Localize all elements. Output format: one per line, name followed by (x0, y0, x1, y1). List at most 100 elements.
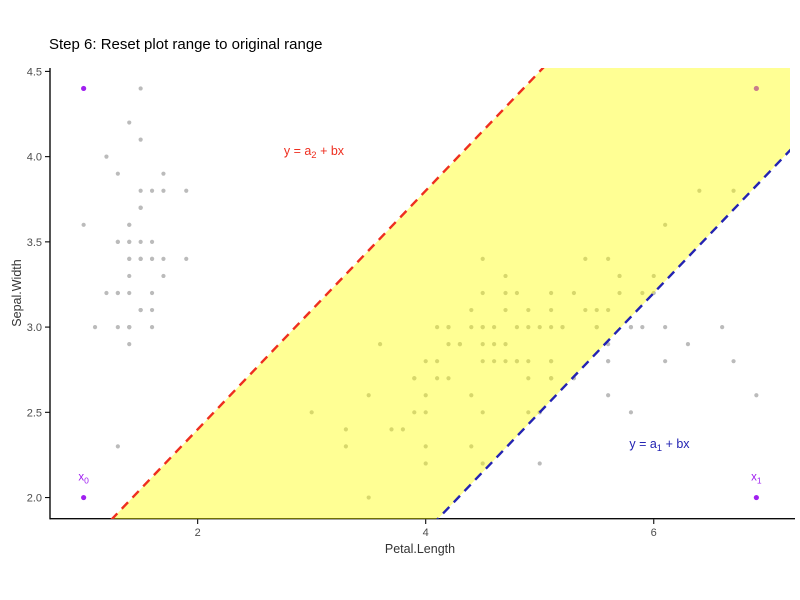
data-point (606, 256, 611, 262)
data-point (423, 393, 428, 398)
plot-title: Step 6: Reset plot range to original ran… (49, 36, 323, 53)
data-point (571, 290, 577, 296)
data-point (446, 324, 451, 330)
data-point (149, 188, 155, 193)
data-point (115, 239, 120, 244)
data-point (389, 427, 394, 432)
data-point (503, 273, 508, 279)
data-point (366, 393, 371, 398)
data-point (480, 342, 485, 347)
data-point (115, 290, 120, 296)
data-point (127, 256, 132, 262)
data-point (537, 324, 542, 330)
data-point (549, 290, 554, 296)
data-point (161, 171, 166, 176)
y-tick-label: 3.0 (27, 322, 42, 334)
data-point (138, 256, 143, 262)
data-point (149, 290, 155, 296)
data-point (412, 376, 417, 381)
data-point (514, 324, 520, 330)
data-point (640, 290, 645, 296)
data-point (606, 393, 611, 398)
data-point (138, 86, 143, 91)
data-point (594, 307, 599, 313)
data-point (617, 273, 622, 279)
data-point (526, 359, 531, 364)
data-point (492, 342, 497, 347)
data-point (526, 324, 531, 330)
data-point (343, 444, 348, 449)
corner-point (753, 85, 759, 92)
data-point (469, 324, 474, 330)
data-point (127, 290, 132, 296)
corner-point (81, 85, 87, 92)
data-point (149, 239, 155, 244)
data-point (480, 410, 485, 415)
data-point (526, 410, 531, 415)
x-tick-label: 2 (195, 527, 201, 539)
data-point (446, 342, 451, 347)
data-point (731, 359, 736, 364)
data-point (149, 256, 155, 262)
data-point (149, 307, 155, 313)
data-point (606, 307, 611, 313)
data-point (104, 154, 109, 159)
lower-line-equation-label: y = a1 + bx (629, 437, 690, 454)
y-tick-label: 3.5 (27, 237, 42, 249)
data-point (435, 359, 440, 364)
data-point (127, 239, 132, 244)
data-point (537, 461, 542, 466)
data-point (127, 120, 132, 125)
data-point (617, 290, 622, 296)
data-point (697, 188, 702, 193)
data-point (184, 188, 189, 193)
x0-point-label: x0 (78, 472, 89, 486)
data-point (127, 324, 132, 330)
data-point (628, 324, 634, 330)
data-point (377, 342, 383, 347)
data-point (583, 256, 588, 262)
data-point (549, 376, 554, 381)
data-point (423, 461, 428, 466)
data-point (606, 359, 611, 364)
data-point (503, 342, 508, 347)
data-point (628, 410, 634, 415)
y-axis-title: Sepal.Width (10, 259, 24, 327)
data-point (480, 256, 485, 262)
data-point (560, 324, 565, 330)
data-point (526, 376, 531, 381)
x-tick-label: 4 (423, 527, 429, 539)
data-point (594, 324, 599, 330)
data-point (480, 290, 485, 296)
data-point (640, 324, 645, 330)
data-point (480, 324, 485, 330)
data-point (526, 307, 531, 313)
data-point (423, 359, 428, 364)
data-point (161, 273, 166, 279)
data-point (127, 222, 132, 227)
data-point (754, 393, 759, 398)
upper-line-equation-label: y = a2 + bx (284, 144, 345, 161)
data-point (115, 324, 120, 330)
data-point (685, 342, 691, 347)
corner-point (81, 494, 87, 501)
data-point (138, 239, 143, 244)
data-point (184, 256, 189, 262)
data-point (435, 324, 440, 330)
data-point (446, 376, 451, 381)
data-point (549, 307, 554, 313)
data-point (720, 324, 725, 330)
data-point (663, 222, 668, 227)
data-point (412, 410, 417, 415)
data-point (138, 188, 143, 193)
data-point (81, 222, 86, 227)
data-point (663, 359, 668, 364)
data-point (549, 324, 554, 330)
data-point (651, 273, 656, 279)
data-point (480, 461, 485, 466)
x-tick-label: 6 (651, 527, 657, 539)
corner-point (753, 494, 759, 501)
data-point (138, 137, 143, 142)
